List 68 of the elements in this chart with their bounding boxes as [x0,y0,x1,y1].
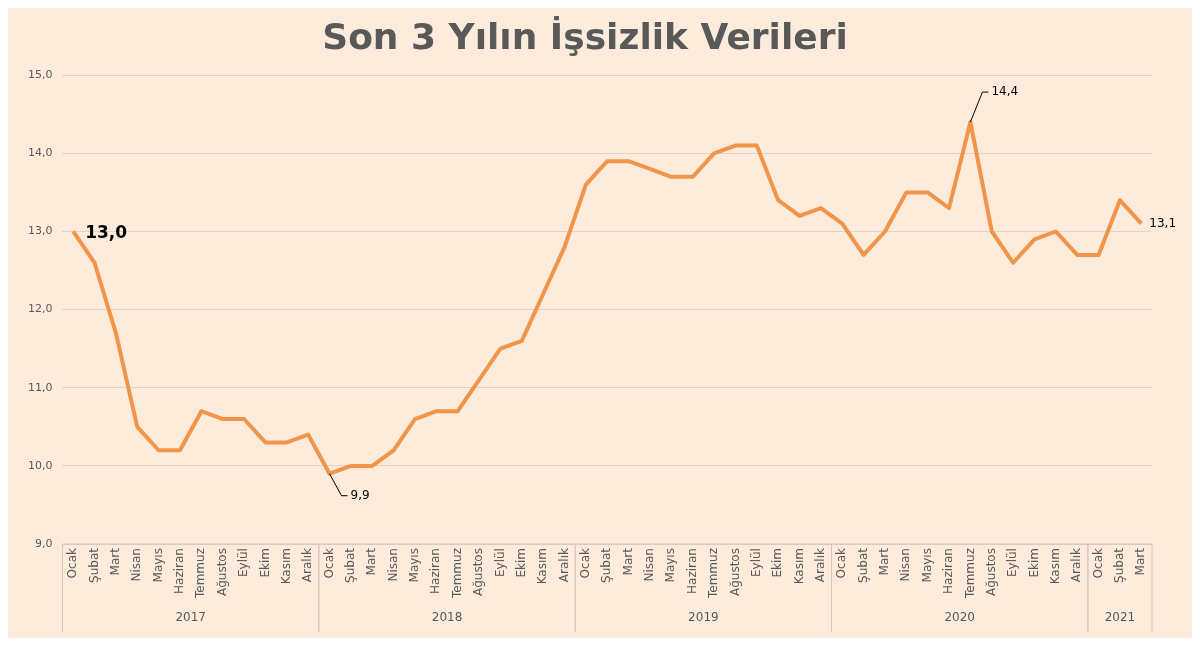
x-tick-label: Şubat [86,547,101,583]
x-tick-label: Eylül [236,548,251,578]
x-tick-label: Kasım [1047,548,1062,585]
x-tick-label: Temmuz [193,548,208,600]
x-tick-label: Haziran [172,548,187,594]
y-tick-label: 10,0 [27,458,53,472]
text: 2017 [175,610,206,625]
x-tick-label: Ağustos [471,548,486,597]
x-tick-label: Ağustos [727,548,742,597]
x-tick-label: Ocak [65,548,80,579]
x-tick-label: Ekim [513,548,528,578]
data-label: 13,1 [1149,215,1177,230]
x-tick-label: Eylül [492,548,507,578]
text: 2021 [1104,610,1136,625]
x-tick-label: Mayıs [663,548,678,583]
data-label: 9,9 [350,487,370,502]
x-tick-label: Ocak [578,548,593,579]
x-tick-label: Mart [877,547,892,576]
text: 2018 [431,610,463,625]
x-tick-label: Mayıs [150,548,165,583]
x-tick-label: Temmuz [449,548,464,600]
x-tick-label: Haziran [428,548,443,594]
x-tick-label: Ağustos [983,548,998,597]
x-tick-label: Kasım [535,548,550,585]
x-tick-label: Mart [108,547,123,576]
x-tick-label: Temmuz [706,548,721,600]
text: 2019 [688,610,719,625]
x-tick-label: Eylül [748,548,763,578]
x-tick-label: Nisan [129,548,144,582]
x-tick-label: Ekim [1026,548,1041,578]
x-tick-label: Ocak [1090,548,1105,579]
x-tick-label: Kasım [791,548,806,585]
x-tick-label: Mayıs [919,548,934,583]
x-tick-label: Şubat [855,547,870,583]
x-tick-label: Kasım [278,548,293,585]
x-tick-label: Mayıs [407,548,422,583]
x-tick-label: Aralık [1069,548,1084,583]
x-tick-label: Eylül [1005,548,1020,578]
x-tick-label: Ocak [321,548,336,579]
x-tick-label: Nisan [898,548,913,582]
y-tick-label: 14,0 [27,146,53,160]
x-tick-label: Şubat [1112,547,1127,583]
x-tick-label: Mart [364,547,379,576]
x-tick-label: Ocak [834,548,849,579]
x-tick-label: Haziran [941,548,956,594]
x-tick-label: Ağustos [214,548,229,597]
data-label: 13,0 [85,221,128,242]
x-tick-label: Nisan [385,548,400,582]
y-tick-label: 9,0 [34,536,53,550]
data-label: 14,4 [991,84,1019,99]
x-tick-label: Mart [1133,547,1148,576]
x-tick-label: Aralık [556,548,571,583]
x-tick-label: Ekim [257,548,272,578]
y-tick-label: 12,0 [27,302,53,316]
x-tick-label: Haziran [684,548,699,594]
y-tick-label: 13,0 [27,224,53,238]
x-tick-label: Şubat [343,547,358,583]
y-tick-label: 15,0 [27,68,53,82]
x-tick-label: Şubat [599,547,614,583]
x-tick-label: Temmuz [962,548,977,600]
x-tick-label: Aralık [813,548,827,583]
x-tick-label: Aralık [300,548,315,583]
text: 2020 [944,610,976,625]
chart-title: Son 3 Yılın İşsizlik Verileri [322,15,848,57]
y-tick-label: 11,0 [27,380,53,394]
x-tick-label: Ekim [770,548,785,578]
x-tick-label: Mart [620,547,635,576]
x-tick-label: Nisan [642,548,657,582]
